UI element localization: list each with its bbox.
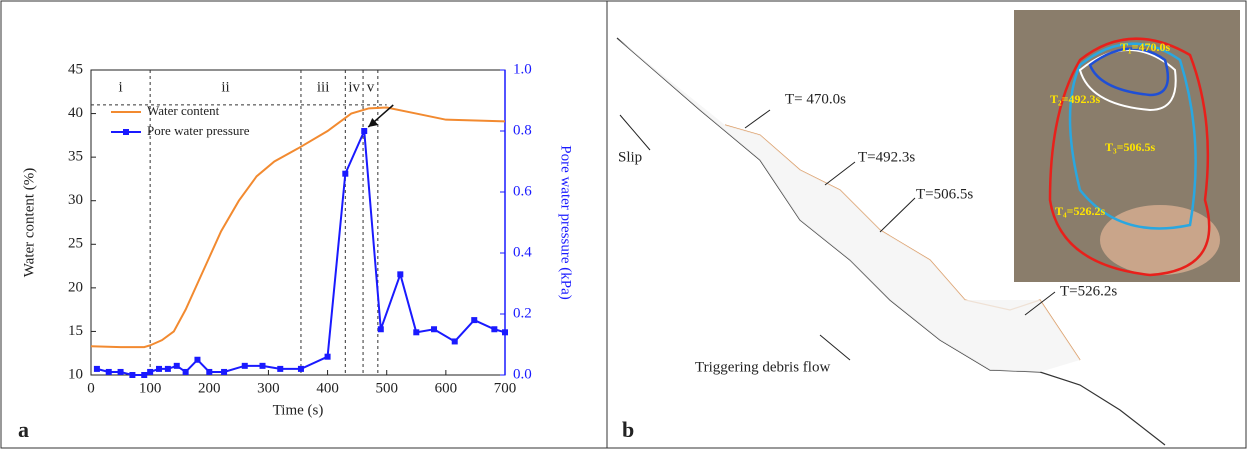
marker <box>156 365 163 372</box>
panel-label: b <box>622 417 634 442</box>
marker <box>397 271 404 278</box>
marker <box>259 362 266 369</box>
legend-marker <box>123 129 129 135</box>
y2-tick-label: 0.0 <box>513 366 532 382</box>
x-tick-label: 300 <box>257 380 280 396</box>
marker <box>297 365 304 372</box>
marker <box>164 365 171 372</box>
series-line <box>90 106 506 349</box>
x-tick-label: 200 <box>198 380 221 396</box>
y-tick-label: 10 <box>68 366 83 382</box>
y-tick-label: 45 <box>68 61 83 77</box>
marker <box>491 326 498 333</box>
marker <box>342 170 349 177</box>
marker <box>471 317 478 324</box>
y-tick-label: 40 <box>68 105 83 121</box>
marker <box>241 362 248 369</box>
y-tick-label: 20 <box>68 279 83 295</box>
marker <box>431 326 438 333</box>
marker <box>413 329 420 336</box>
marker <box>129 372 136 378</box>
arrow-head <box>368 118 379 127</box>
phase-label: v <box>367 79 375 95</box>
panel-label: a <box>18 417 29 442</box>
marker <box>221 368 228 375</box>
marker <box>206 368 213 375</box>
y-tick-label: 15 <box>68 323 83 339</box>
x-tick-label: 600 <box>435 380 458 396</box>
x-tick-label: 100 <box>139 380 162 396</box>
inset-label: T₃=506.5s <box>1105 140 1155 154</box>
phase-label: i <box>118 79 122 95</box>
y-tick-label: 25 <box>68 236 83 252</box>
y-tick-label: 35 <box>68 149 83 165</box>
diagram-label: T=506.5s <box>916 186 973 202</box>
phase-label: iii <box>317 79 330 95</box>
marker <box>377 326 384 333</box>
diagram-label: T=492.3s <box>858 149 915 165</box>
marker <box>194 356 201 363</box>
marker <box>105 368 112 375</box>
phase-label: ii <box>221 79 229 95</box>
marker <box>117 368 124 375</box>
slope-diagram <box>616 10 1240 446</box>
x-axis-label: Time (s) <box>273 402 324 418</box>
x-tick-label: 400 <box>316 380 339 396</box>
inset-label: T₁=470.0s <box>1120 40 1170 54</box>
marker <box>93 365 100 372</box>
phase-label: iv <box>348 79 360 95</box>
legend-label: Water content <box>147 103 220 118</box>
y2-tick-label: 1.0 <box>513 61 532 77</box>
marker <box>502 329 508 336</box>
inset-label: T₂=492.3s <box>1050 92 1100 106</box>
marker <box>141 372 148 378</box>
marker <box>324 353 331 360</box>
y2-tick-label: 0.8 <box>513 122 532 138</box>
diagram-label: Slip <box>618 149 642 165</box>
diagram-label: Triggering debris flow <box>695 359 830 375</box>
marker <box>451 338 458 345</box>
legend-label: Pore water pressure <box>147 123 250 138</box>
marker <box>277 365 284 372</box>
x-tick-label: 500 <box>375 380 398 396</box>
y-tick-label: 30 <box>68 192 83 208</box>
marker <box>361 128 368 134</box>
diagram-label: T=526.2s <box>1060 283 1117 299</box>
y-axis-label: Water content (%) <box>21 168 37 278</box>
y2-tick-label: 0.2 <box>513 305 532 321</box>
y2-tick-label: 0.6 <box>513 183 532 199</box>
marker <box>173 362 180 369</box>
marker <box>182 368 189 375</box>
x-tick-label: 700 <box>494 380 517 396</box>
y2-tick-label: 0.4 <box>513 244 532 260</box>
inset-label: T₄=526.2s <box>1055 204 1105 218</box>
diagram-label: T= 470.0s <box>785 91 846 107</box>
marker <box>147 368 154 375</box>
x-tick-label: 0 <box>87 380 95 396</box>
y2-axis-label: Pore water pressure (kPa) <box>558 145 574 300</box>
